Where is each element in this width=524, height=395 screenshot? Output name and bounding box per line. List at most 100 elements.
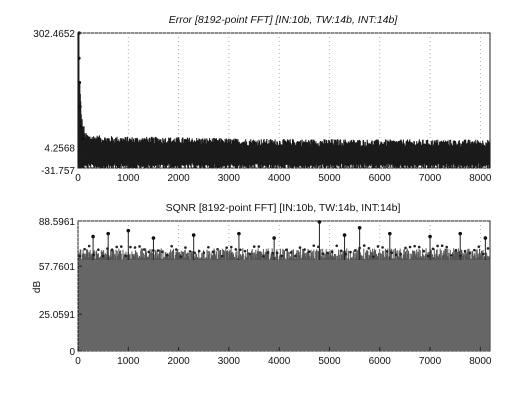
stem-marker (294, 254, 297, 258)
x-tick-label: 3000 (218, 173, 241, 184)
x-tick-label: 2000 (167, 356, 190, 367)
stem-marker (298, 246, 302, 249)
stem-marker (266, 251, 270, 254)
stem-marker (349, 250, 352, 254)
stem-marker (303, 248, 306, 251)
stem-marker (431, 247, 435, 251)
stem-marker (142, 248, 146, 251)
series-bars (78, 220, 490, 351)
data-point (79, 125, 83, 129)
stem-marker (197, 249, 201, 253)
data-point (78, 105, 82, 109)
y-tick-label: 4.2568 (44, 143, 75, 154)
stem-marker (330, 250, 334, 254)
stem-marker (179, 255, 183, 259)
x-tick-label: 2000 (167, 173, 190, 184)
stem-marker (390, 251, 394, 254)
stem-marker (161, 250, 164, 254)
stem-marker (275, 251, 279, 255)
peak-marker (357, 225, 362, 230)
stem-marker (312, 244, 316, 247)
stem-marker (463, 250, 467, 253)
data-point (77, 56, 81, 60)
stem-marker (229, 245, 233, 249)
stem-marker (97, 248, 100, 252)
stem-marker (184, 246, 187, 249)
x-tick-label: 8000 (469, 356, 492, 367)
x-tick-label: 4000 (268, 356, 291, 367)
stem-marker (445, 245, 449, 249)
stem-marker (257, 245, 261, 248)
stem-marker (417, 245, 421, 249)
stem-marker (404, 246, 407, 250)
stem-marker (252, 245, 256, 248)
peak-marker (237, 231, 241, 236)
y-tick-label: 57.7601 (39, 262, 76, 273)
peak-marker (483, 236, 488, 240)
x-tick-label: 0 (75, 356, 81, 367)
x-tick-label: 5000 (318, 173, 341, 184)
stem-marker (211, 250, 215, 254)
stem-marker (367, 246, 371, 250)
x-tick-label: 1000 (117, 173, 140, 184)
stem-marker (87, 244, 91, 248)
peak-marker (317, 220, 322, 224)
stem-marker (340, 249, 343, 253)
peak-marker (126, 228, 131, 233)
stem-marker (376, 245, 380, 248)
y-tick-label: 25.0591 (39, 310, 76, 321)
x-tick-label: 6000 (369, 356, 392, 367)
y-tick-label: 88.5961 (39, 217, 76, 228)
data-point (77, 80, 82, 85)
stem-marker (385, 250, 389, 253)
stem-marker (362, 244, 366, 247)
peak-marker (272, 236, 276, 240)
y-axis-ticks: 0 25.0591 57.7601 88.5961 (39, 217, 82, 358)
stem-marker (289, 251, 293, 254)
stem-marker (413, 244, 416, 248)
stem-marker (165, 253, 169, 257)
x-tick-label: 0 (75, 173, 81, 184)
stem-marker (280, 254, 284, 258)
y-tick-label: 0 (69, 347, 75, 358)
stem-marker (124, 254, 128, 258)
stem-marker (101, 254, 105, 258)
y-axis-ticks: 302.4652 4.2568 -31.757 (33, 29, 82, 177)
stem-marker (156, 249, 160, 252)
x-tick-label: 5000 (318, 356, 341, 367)
stem-marker (307, 250, 311, 254)
peak-marker (458, 231, 463, 236)
sqnr-fill (79, 260, 490, 351)
stem-marker (335, 244, 339, 248)
peak-marker (91, 234, 95, 239)
stem-marker (119, 245, 123, 248)
stem-marker (454, 248, 458, 252)
stem-marker (174, 248, 178, 251)
stem-marker (216, 247, 219, 251)
stem-marker (207, 245, 210, 249)
stem-marker (115, 245, 118, 249)
stem-marker (472, 248, 476, 252)
stem-marker (78, 254, 82, 258)
peak-marker (191, 233, 196, 237)
x-axis-ticks: 0 1000 2000 3000 4000 5000 6000 7000 8000 (75, 347, 492, 367)
peak-marker (342, 233, 347, 237)
y-axis-label: dB (32, 281, 43, 294)
x-tick-label: 4000 (268, 173, 291, 184)
stem-marker (436, 244, 439, 248)
x-tick-label: 7000 (419, 173, 442, 184)
stem-marker (486, 247, 490, 250)
stem-marker (129, 245, 132, 249)
stem-marker (372, 255, 375, 258)
stem-marker (220, 254, 224, 258)
y-tick-label: 302.4652 (33, 29, 75, 40)
x-tick-label: 8000 (469, 173, 492, 184)
stem-marker (344, 252, 348, 256)
stem-marker (399, 253, 403, 256)
stem-marker (408, 245, 412, 249)
stem-marker (468, 251, 471, 255)
peak-marker (428, 234, 432, 239)
stem-marker (243, 249, 247, 253)
